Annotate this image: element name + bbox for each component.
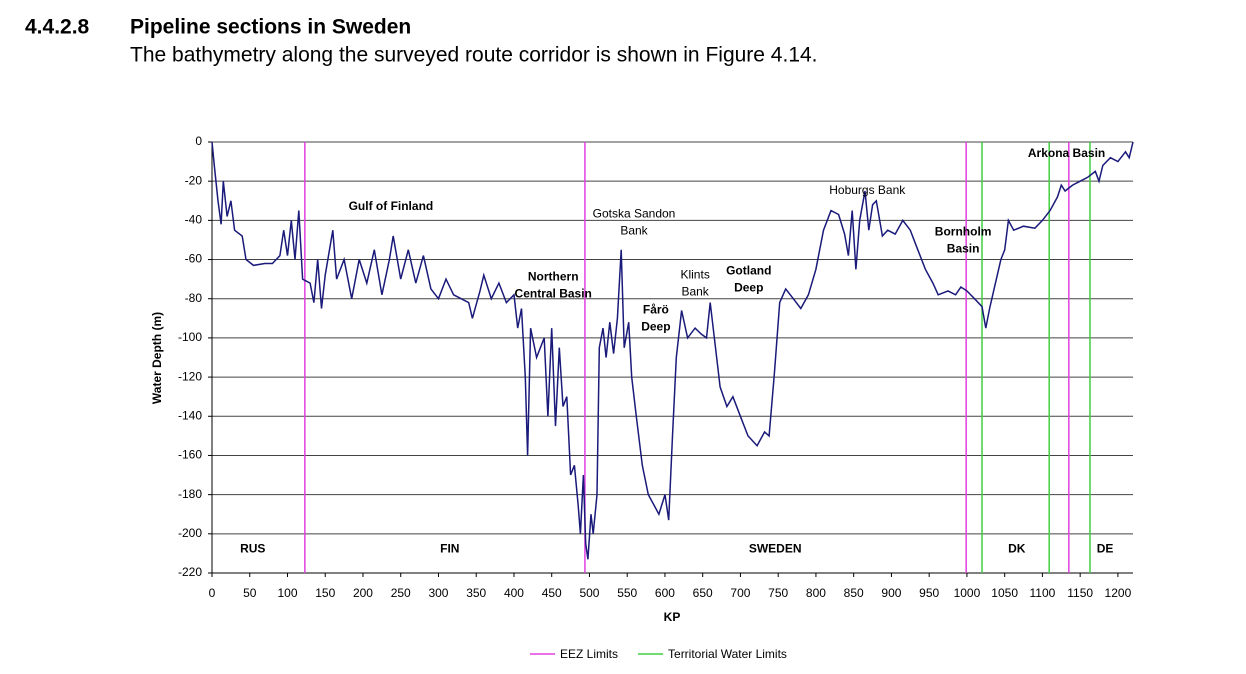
y-tick-label: -40	[185, 213, 203, 227]
x-tick-label: 1150	[1067, 586, 1093, 600]
y-tick-label: -80	[185, 291, 203, 305]
region-label: DE	[1097, 542, 1114, 556]
y-tick-label: -100	[178, 330, 202, 344]
x-tick-label: 50	[243, 586, 257, 600]
region-label: DK	[1008, 542, 1026, 556]
x-tick-label: 800	[806, 586, 826, 600]
section-number: 4.4.2.8	[25, 16, 90, 39]
region-label: FIN	[440, 542, 459, 556]
annotation: Fårö	[643, 303, 669, 317]
x-tick-label: 1050	[991, 586, 1018, 600]
x-tick-label: 900	[881, 586, 901, 600]
x-tick-label: 550	[617, 586, 637, 600]
legend-label: EEZ Limits	[560, 647, 618, 661]
annotation: Gulf of Finland	[349, 199, 434, 213]
annotation: Klints	[680, 267, 709, 281]
y-tick-label: -160	[178, 448, 202, 462]
y-tick-label: -20	[185, 173, 203, 187]
annotation: Deep	[734, 280, 763, 294]
y-tick-label: -180	[178, 487, 202, 501]
x-tick-label: 700	[730, 586, 750, 600]
section-title: Pipeline sections in Sweden	[130, 16, 411, 39]
x-tick-label: 200	[353, 586, 373, 600]
y-tick-label: -200	[178, 526, 202, 540]
x-tick-label: 1000	[954, 586, 981, 600]
y-tick-label: -120	[178, 369, 202, 383]
x-tick-label: 300	[428, 586, 448, 600]
annotation: Bank	[681, 284, 709, 298]
x-tick-label: 1100	[1030, 586, 1056, 600]
x-tick-label: 950	[919, 586, 939, 600]
x-tick-label: 250	[391, 586, 411, 600]
x-tick-label: 750	[768, 586, 788, 600]
x-tick-label: 1200	[1105, 586, 1132, 600]
region-label: RUS	[240, 542, 265, 556]
x-tick-label: 400	[504, 586, 524, 600]
x-tick-label: 850	[844, 586, 864, 600]
annotation: Arkona Basin	[1028, 146, 1105, 160]
x-tick-label: 150	[315, 586, 335, 600]
x-tick-label: 0	[209, 586, 216, 600]
y-tick-label: 0	[195, 134, 202, 148]
depth-profile	[211, 141, 1134, 560]
annotation: Northern	[528, 269, 579, 283]
annotation: Bank	[620, 224, 648, 238]
annotation: Deep	[641, 320, 670, 334]
section-text: The bathymetry along the surveyed route …	[130, 44, 818, 67]
y-axis-title: Water Depth (m)	[150, 312, 164, 404]
y-tick-label: -220	[178, 565, 202, 579]
annotation: Basin	[947, 241, 980, 255]
x-tick-label: 600	[655, 586, 675, 600]
annotation: Central Basin	[515, 286, 592, 300]
annotation: Hoburgs Bank	[829, 183, 906, 197]
annotation: Gotska Sandon	[593, 207, 676, 221]
x-tick-label: 450	[542, 586, 562, 600]
y-tick-label: -140	[178, 408, 202, 422]
x-tick-label: 500	[579, 586, 599, 600]
annotation: Gotland	[726, 263, 771, 277]
x-tick-label: 650	[693, 586, 713, 600]
region-label: SWEDEN	[749, 542, 802, 556]
x-axis-title: KP	[664, 610, 681, 624]
x-tick-label: 350	[466, 586, 486, 600]
annotation: Bornholm	[935, 224, 992, 238]
x-tick-label: 100	[277, 586, 297, 600]
legend-label: Territorial Water Limits	[668, 647, 787, 661]
y-tick-label: -60	[185, 252, 203, 266]
